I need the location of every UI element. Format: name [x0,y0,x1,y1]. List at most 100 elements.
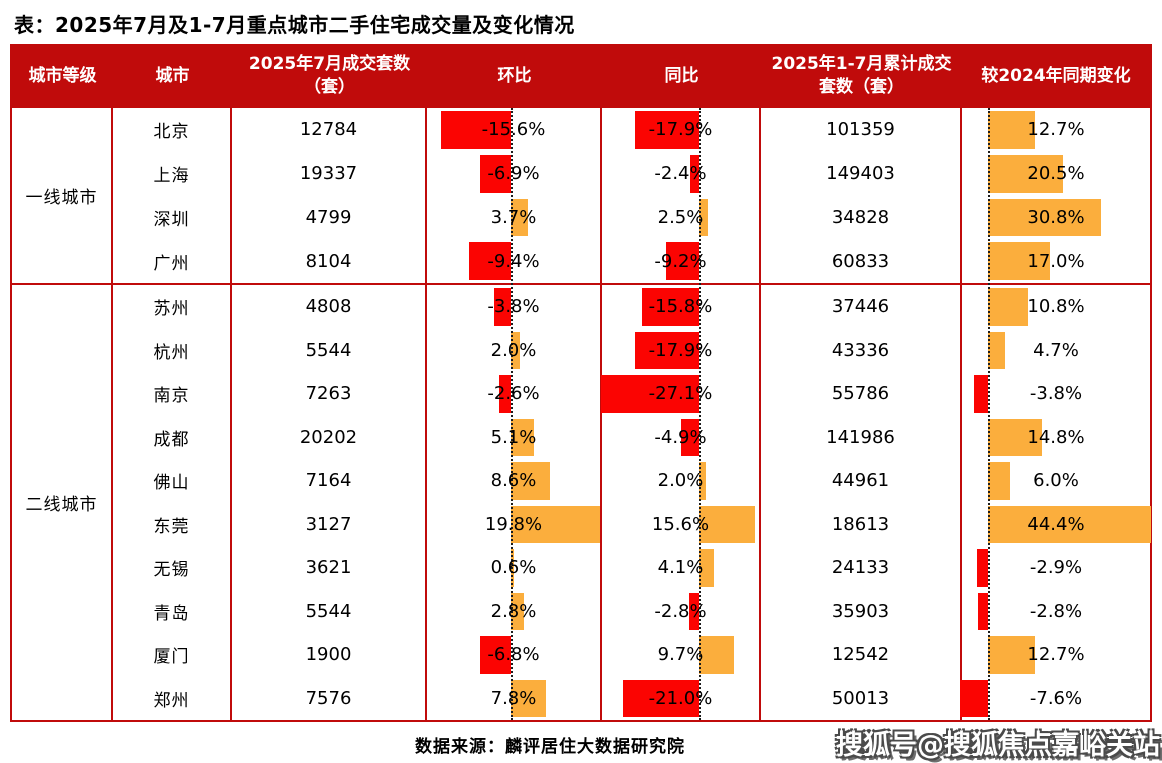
yoy-bar [688,592,699,630]
chg-value-label: -2.8% [1029,600,1083,622]
chg-value-label: 17.0% [1027,250,1085,272]
header-mom: 环比 [497,65,532,86]
mom-value-label: -15.6% [481,119,546,141]
chg-value-label: 10.8% [1027,296,1085,318]
chg-bar [988,154,1064,193]
mom-value-label: 8.6% [490,470,537,492]
chg-bar [977,592,988,630]
mom-bar [511,679,547,717]
mom-value-label: 3.7% [490,206,537,228]
jul-sales-value: 12784 [232,108,427,152]
yoy-value-label: 2.0% [657,470,704,492]
data-source-note: 数据来源：麟评居住大数据研究院 [415,737,685,757]
chg-bar-cell: 17.0% [962,239,1150,283]
mom-value-label: 5.1% [490,426,537,448]
yoy-bar-cell: -17.9% [602,328,761,372]
cum-sales-value: 12542 [761,633,962,677]
yoy-bar-cell: -9.2% [602,239,761,283]
chg-bar-cell: -7.6% [960,677,1150,721]
tier-rows: 北京 12784 -15.6% -17.9% 101359 12.7% 上海 19337 -6.… [113,108,1150,283]
jul-sales-value: 4808 [232,285,427,329]
city-name: 青岛 [113,589,232,633]
tier-label: 一线城市 [12,108,113,283]
table-row: 成都 20202 5.1% -4.9% 141986 14.8% [113,415,1150,460]
mom-bar [511,331,520,369]
jul-sales-value: 7576 [232,676,427,720]
vs2024-zero-axis-line [988,108,990,720]
jul-sales-value: 7164 [232,459,427,503]
yoy-bar [699,462,707,500]
header-city: 城市 [155,65,190,86]
chg-value-label: 44.4% [1027,513,1085,535]
mom-value-label: -9.4% [487,250,540,272]
yoy-value-label: -2.8% [654,600,707,622]
cum-sales-value: 44961 [761,459,962,503]
yoy-bar [699,198,708,237]
chg-value-label: 12.7% [1027,644,1085,666]
mom-bar-cell: 2.0% [427,328,602,372]
yoy-bar [601,375,699,413]
yoy-bar [699,636,734,674]
chg-bar-cell: 20.5% [962,152,1150,196]
tier-group: 二线城市 苏州 4808 -3.8% -15.8% 37446 10.8% 杭州 5544 2.0… [12,283,1151,721]
yoy-bar [699,549,714,587]
chg-bar-cell: 6.0% [962,459,1150,503]
cum-sales-value: 55786 [761,372,962,416]
mom-bar [511,462,550,500]
mom-value-label: 7.8% [490,687,537,709]
yoy-value-label: 15.6% [651,513,710,535]
yoy-value-label: -27.1% [648,383,713,405]
chg-bar-cell: 12.7% [962,633,1150,677]
yoy-bar-cell: 4.1% [602,546,761,590]
yoy-bar [681,418,699,456]
yoy-bar-cell: 2.0% [602,459,761,503]
mom-bar-cell: -3.8% [427,285,602,329]
mom-bar-cell: 2.8% [427,589,602,633]
chg-bar [988,198,1102,237]
city-name: 上海 [113,151,232,196]
chg-bar [988,505,1151,543]
city-name: 深圳 [113,195,232,240]
chg-bar-cell: -3.8% [962,372,1150,416]
yoy-value-label: 2.5% [657,206,704,228]
chg-bar-cell: 44.4% [962,503,1151,547]
cum-sales-value: 50013 [761,676,962,720]
yoy-bar-cell: -17.9% [602,108,761,152]
header-yoy: 同比 [664,65,699,86]
cum-sales-value: 60833 [761,239,962,283]
cum-sales-value: 149403 [761,151,962,196]
chg-bar-cell: 12.7% [962,108,1150,152]
yoy-bar-cell: -4.9% [602,415,761,459]
jul-sales-value: 7263 [232,372,427,416]
mom-bar-cell: -6.8% [427,633,602,677]
chg-value-label: 12.7% [1027,119,1085,141]
tier-rows: 苏州 4808 -3.8% -15.8% 37446 10.8% 杭州 5544 2.0% -17… [113,285,1151,721]
jul-sales-value: 4799 [232,195,427,240]
yoy-bar-cell: -27.1% [601,372,761,416]
yoy-value-label: -21.0% [648,687,713,709]
header-jul-sales: 2025年7月成交套数（套） [248,54,411,97]
yoy-value-label: -17.9% [648,339,713,361]
chg-bar-cell: 14.8% [962,416,1150,460]
yoy-bar-cell: -21.0% [602,676,761,720]
chg-bar-cell: 4.7% [962,329,1150,373]
jul-sales-value: 3621 [232,546,427,590]
chg-value-label: 6.0% [1033,470,1079,492]
cum-sales-value: 24133 [761,546,962,590]
chg-bar-cell: -2.9% [962,546,1150,590]
city-name: 无锡 [113,546,232,590]
chg-value-label: -2.9% [1029,557,1083,579]
yoy-bar-cell: 2.5% [602,195,761,240]
cum-sales-value: 37446 [761,285,962,329]
chg-bar [977,549,988,587]
yoy-value-label: -2.4% [654,163,707,185]
city-name: 杭州 [113,328,232,372]
city-name: 成都 [113,415,232,459]
yoy-bar [634,111,699,149]
table-row: 北京 12784 -15.6% -17.9% 101359 12.7% [113,108,1150,152]
chg-bar-cell: -2.8% [962,590,1150,634]
city-name: 佛山 [113,459,232,503]
mom-bar [480,636,511,674]
chg-bar [960,679,988,717]
